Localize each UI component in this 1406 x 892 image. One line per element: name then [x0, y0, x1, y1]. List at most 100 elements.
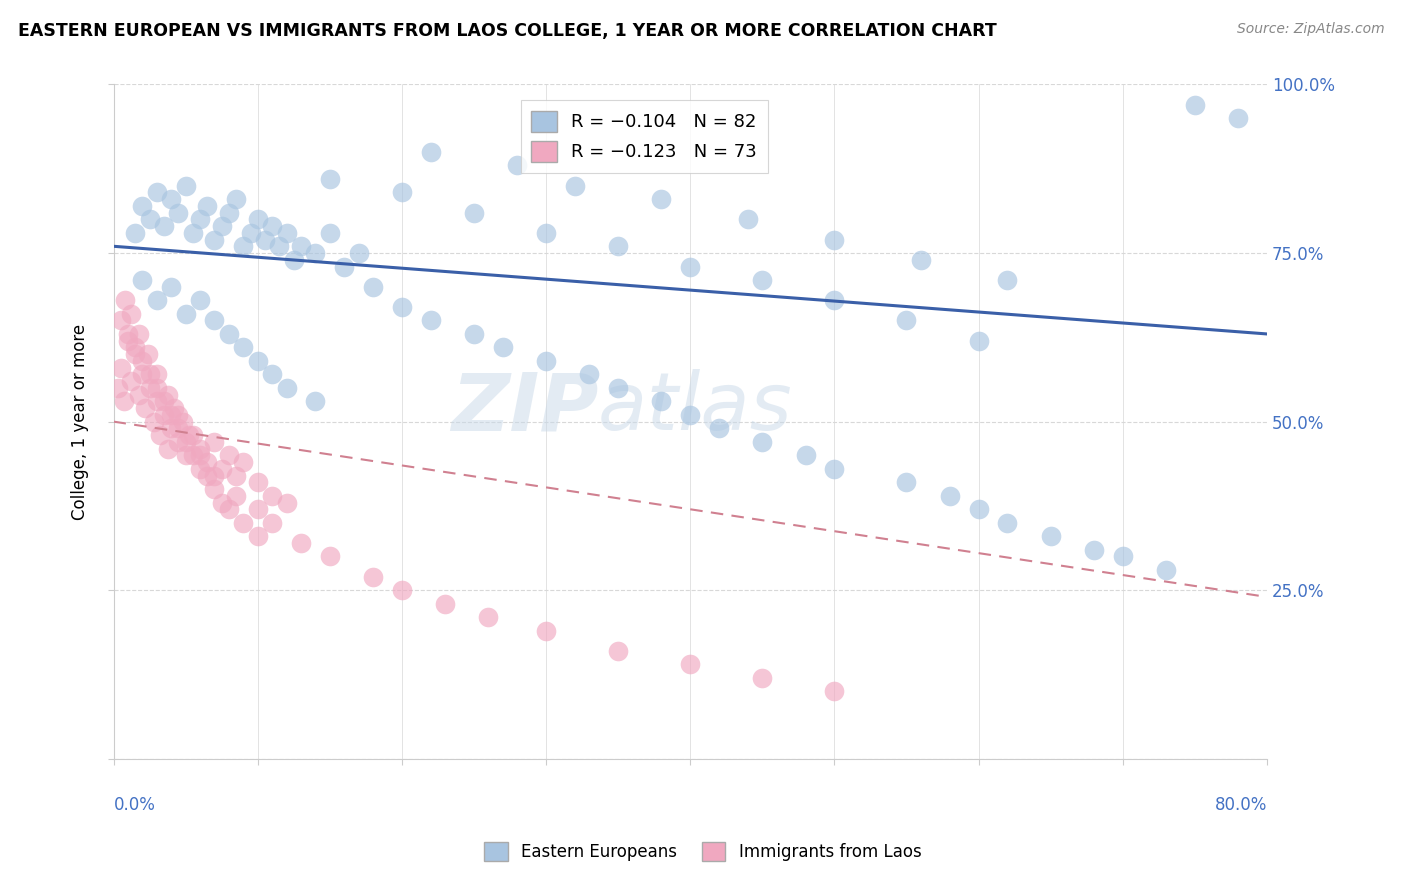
- Point: [211, 219, 233, 233]
- Point: [1112, 549, 1135, 564]
- Point: [938, 489, 960, 503]
- Point: [225, 192, 247, 206]
- Point: [896, 475, 918, 490]
- Point: [138, 381, 160, 395]
- Point: [534, 354, 557, 368]
- Point: [107, 381, 129, 395]
- Point: [128, 326, 150, 341]
- Point: [142, 415, 165, 429]
- Point: [290, 536, 312, 550]
- Point: [995, 273, 1018, 287]
- Point: [650, 394, 672, 409]
- Point: [276, 495, 298, 509]
- Point: [188, 293, 211, 308]
- Point: [823, 233, 845, 247]
- Point: [751, 273, 773, 287]
- Point: [120, 374, 142, 388]
- Point: [232, 341, 254, 355]
- Point: [188, 442, 211, 456]
- Point: [195, 199, 218, 213]
- Point: [262, 516, 284, 530]
- Point: [463, 205, 485, 219]
- Point: [304, 394, 326, 409]
- Point: [172, 415, 194, 429]
- Point: [361, 570, 384, 584]
- Point: [114, 293, 136, 308]
- Point: [153, 219, 176, 233]
- Point: [262, 368, 284, 382]
- Text: Source: ZipAtlas.com: Source: ZipAtlas.com: [1237, 22, 1385, 37]
- Point: [160, 192, 183, 206]
- Point: [204, 468, 226, 483]
- Point: [578, 368, 600, 382]
- Point: [218, 326, 240, 341]
- Point: [146, 368, 169, 382]
- Point: [276, 381, 298, 395]
- Point: [167, 408, 190, 422]
- Point: [967, 334, 990, 348]
- Point: [188, 212, 211, 227]
- Point: [463, 326, 485, 341]
- Point: [361, 279, 384, 293]
- Point: [492, 341, 515, 355]
- Point: [174, 178, 197, 193]
- Point: [253, 233, 276, 247]
- Point: [650, 192, 672, 206]
- Point: [751, 671, 773, 685]
- Point: [195, 468, 218, 483]
- Point: [181, 428, 204, 442]
- Point: [391, 186, 413, 200]
- Point: [246, 502, 269, 516]
- Point: [707, 421, 730, 435]
- Point: [136, 347, 159, 361]
- Point: [146, 381, 169, 395]
- Point: [823, 684, 845, 698]
- Point: [225, 489, 247, 503]
- Point: [211, 462, 233, 476]
- Text: EASTERN EUROPEAN VS IMMIGRANTS FROM LAOS COLLEGE, 1 YEAR OR MORE CORRELATION CHA: EASTERN EUROPEAN VS IMMIGRANTS FROM LAOS…: [18, 22, 997, 40]
- Point: [391, 583, 413, 598]
- Point: [794, 448, 817, 462]
- Point: [124, 341, 146, 355]
- Point: [246, 212, 269, 227]
- Point: [246, 354, 269, 368]
- Point: [823, 462, 845, 476]
- Legend: Eastern Europeans, Immigrants from Laos: Eastern Europeans, Immigrants from Laos: [478, 835, 928, 868]
- Point: [128, 387, 150, 401]
- Point: [131, 368, 153, 382]
- Point: [146, 186, 169, 200]
- Point: [188, 448, 211, 462]
- Point: [112, 394, 135, 409]
- Point: [188, 462, 211, 476]
- Point: [124, 347, 146, 361]
- Point: [146, 394, 169, 409]
- Point: [607, 239, 630, 253]
- Point: [163, 401, 186, 416]
- Point: [204, 313, 226, 327]
- Point: [276, 226, 298, 240]
- Point: [995, 516, 1018, 530]
- Point: [896, 313, 918, 327]
- Point: [157, 387, 180, 401]
- Point: [607, 381, 630, 395]
- Point: [751, 434, 773, 449]
- Point: [174, 434, 197, 449]
- Point: [232, 239, 254, 253]
- Point: [131, 273, 153, 287]
- Point: [304, 246, 326, 260]
- Point: [1039, 529, 1062, 543]
- Point: [1083, 542, 1105, 557]
- Point: [823, 293, 845, 308]
- Point: [679, 408, 702, 422]
- Point: [1184, 97, 1206, 112]
- Point: [262, 489, 284, 503]
- Point: [737, 212, 759, 227]
- Point: [110, 360, 132, 375]
- Point: [347, 246, 370, 260]
- Point: [131, 199, 153, 213]
- Point: [117, 326, 139, 341]
- Point: [204, 434, 226, 449]
- Point: [110, 313, 132, 327]
- Point: [967, 502, 990, 516]
- Text: atlas: atlas: [598, 369, 793, 447]
